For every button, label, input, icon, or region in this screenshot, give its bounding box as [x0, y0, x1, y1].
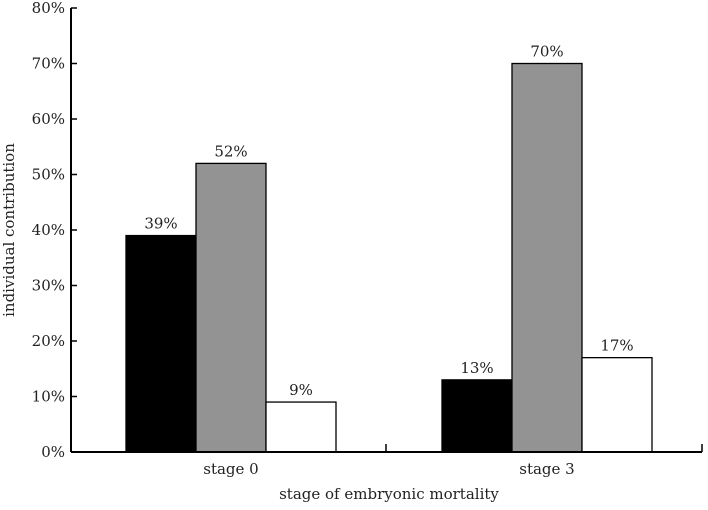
y-tick-label: 70% [32, 55, 65, 73]
y-tick-label: 0% [41, 443, 65, 461]
data-labels-layer: 39% 52% 9% 13% 70% 17% [144, 43, 633, 400]
bar-stage-0-series-1 [125, 234, 197, 453]
x-axis-title: stage of embryonic mortality [279, 485, 499, 503]
data-label: 52% [214, 142, 247, 160]
y-tick-label: 10% [32, 388, 65, 406]
y-tick-label: 80% [32, 0, 65, 17]
y-tick-label: 40% [32, 221, 65, 239]
data-label: 39% [144, 215, 177, 233]
x-category-label: stage 0 [203, 460, 258, 478]
y-tick-label: 30% [32, 277, 65, 295]
y-tick-label: 20% [32, 332, 65, 350]
y-tick-label: 60% [32, 110, 65, 128]
x-category-label: stage 3 [519, 460, 574, 478]
bar-stage-3-series-2 [511, 62, 583, 453]
axes-layer: 0% 10% 20% 30% 40% 50% 60% 70% 80% stage 0 stage 3 [32, 0, 703, 478]
data-label: 17% [600, 337, 633, 355]
data-label: 13% [460, 359, 493, 377]
data-label: 70% [530, 43, 563, 61]
bar-stage-3-series-1 [441, 379, 513, 453]
bar-stage-0-series-2 [195, 162, 267, 453]
data-label: 9% [289, 381, 313, 399]
bars-layer [125, 62, 653, 453]
y-tick-label: 50% [32, 166, 65, 184]
y-axis-title: individual contribution [0, 143, 18, 317]
bar-stage-0-series-3 [265, 401, 337, 453]
bar-stage-3-series-3 [581, 356, 653, 453]
